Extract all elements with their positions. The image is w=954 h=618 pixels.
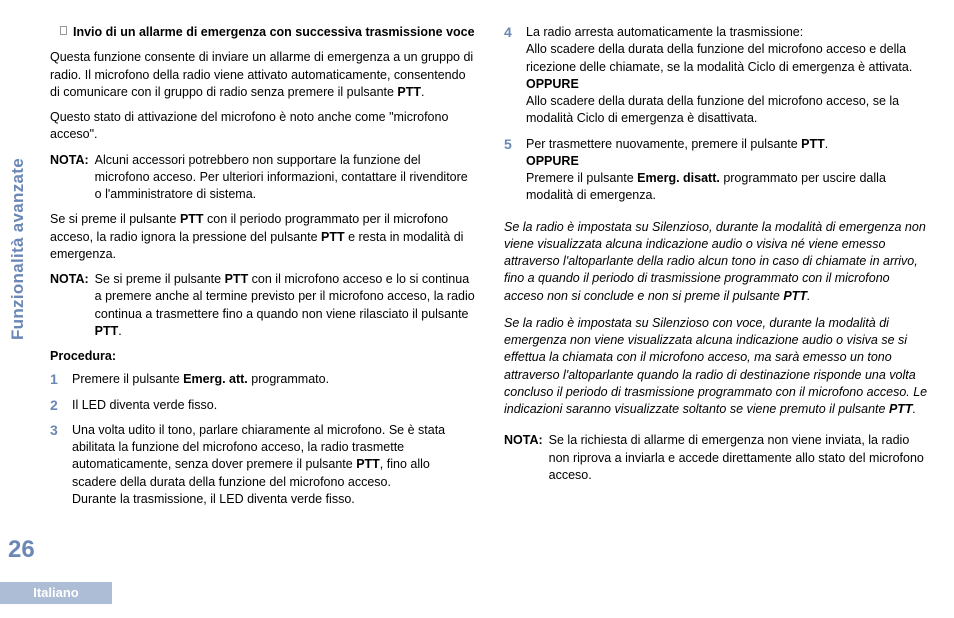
text: Per trasmettere nuovamente, premere il p…: [526, 137, 801, 151]
section-title: Invio di un allarme di emergenza con suc…: [50, 24, 476, 41]
step-text: La radio arresta automaticamente la tras…: [526, 24, 930, 128]
content-columns: Invio di un allarme di emergenza con suc…: [50, 24, 930, 516]
bold-ptt: PTT: [180, 212, 204, 226]
text: Allo scadere della durata della funzione…: [526, 94, 899, 125]
italic-note-block: Se la radio è impostata su Silenzioso, d…: [504, 219, 930, 419]
bold-ptt: PTT: [225, 272, 249, 286]
bullet-icon: [60, 26, 67, 35]
paragraph: Se si preme il pulsante PTT con il perio…: [50, 211, 476, 263]
note-row: NOTA: Se si preme il pulsante PTT con il…: [50, 271, 476, 340]
bold-ptt: PTT: [321, 230, 345, 244]
text: Premere il pulsante: [526, 171, 637, 185]
step-number: 5: [504, 136, 516, 205]
step-number: 2: [50, 397, 62, 414]
note-text: Alcuni accessori potrebbero non supporta…: [95, 152, 476, 204]
note-row: NOTA: Alcuni accessori potrebbero non su…: [50, 152, 476, 204]
step-4: 4 La radio arresta automaticamente la tr…: [504, 24, 930, 128]
step-1: 1 Premere il pulsante Emerg. att. progra…: [50, 371, 476, 388]
text: Se la radio è impostata su Silenzioso, d…: [504, 220, 926, 303]
text: .: [825, 137, 828, 151]
note-row: NOTA: Se la richiesta di allarme di emer…: [504, 432, 930, 484]
text: Se si preme il pulsante: [50, 212, 180, 226]
bold-ptt: PTT: [95, 324, 119, 338]
text: .: [807, 289, 810, 303]
step-text: Il LED diventa verde fisso.: [72, 397, 476, 414]
page-number: 26: [8, 533, 35, 566]
step-text: Una volta udito il tono, parlare chiaram…: [72, 422, 476, 508]
step-text: Per trasmettere nuovamente, premere il p…: [526, 136, 930, 205]
note-text: Se si preme il pulsante PTT con il micro…: [95, 271, 476, 340]
bold-ptt: PTT: [356, 457, 380, 471]
note-label: NOTA:: [50, 271, 89, 340]
oppure-label: OPPURE: [526, 153, 930, 170]
text: Allo scadere della durata della funzione…: [526, 42, 912, 73]
text: Se la radio è impostata su Silenzioso co…: [504, 316, 927, 416]
page: Funzionalità avanzate 26 Italiano Invio …: [0, 0, 954, 618]
step-2: 2 Il LED diventa verde fisso.: [50, 397, 476, 414]
oppure-label: OPPURE: [526, 76, 930, 93]
left-column: Invio di un allarme di emergenza con suc…: [50, 24, 476, 516]
text: Se si preme il pulsante: [95, 272, 225, 286]
step-number: 4: [504, 24, 516, 128]
text: .: [913, 402, 916, 416]
text: Premere il pulsante: [72, 372, 183, 386]
bold-ptt: PTT: [783, 289, 807, 303]
bold-ptt: PTT: [397, 85, 421, 99]
text: programmato.: [248, 372, 329, 386]
text: La radio arresta automaticamente la tras…: [526, 25, 803, 39]
note-label: NOTA:: [504, 432, 543, 484]
paragraph: Questa funzione consente di inviare un a…: [50, 49, 476, 101]
italic-paragraph: Se la radio è impostata su Silenzioso, d…: [504, 219, 930, 305]
bold-ptt: PTT: [801, 137, 825, 151]
right-column: 4 La radio arresta automaticamente la tr…: [504, 24, 930, 516]
step-5: 5 Per trasmettere nuovamente, premere il…: [504, 136, 930, 205]
procedure-label: Procedura:: [50, 348, 476, 365]
footer-language-badge: Italiano: [0, 582, 112, 604]
text: .: [421, 85, 424, 99]
bold-emerg-disatt: Emerg. disatt.: [637, 171, 720, 185]
bold-emerg-att: Emerg. att.: [183, 372, 248, 386]
sidebar-section-label: Funzionalità avanzate: [6, 158, 29, 340]
text: Durante la trasmissione, il LED diventa …: [72, 492, 355, 506]
note-text: Se la richiesta di allarme di emergenza …: [549, 432, 930, 484]
step-number: 3: [50, 422, 62, 508]
step-3: 3 Una volta udito il tono, parlare chiar…: [50, 422, 476, 508]
paragraph: Questo stato di attivazione del microfon…: [50, 109, 476, 144]
step-text: Premere il pulsante Emerg. att. programm…: [72, 371, 476, 388]
bold-ptt: PTT: [889, 402, 913, 416]
italic-paragraph: Se la radio è impostata su Silenzioso co…: [504, 315, 930, 419]
section-title-text: Invio di un allarme di emergenza con suc…: [73, 24, 475, 41]
step-number: 1: [50, 371, 62, 388]
text: .: [118, 324, 121, 338]
note-label: NOTA:: [50, 152, 89, 204]
